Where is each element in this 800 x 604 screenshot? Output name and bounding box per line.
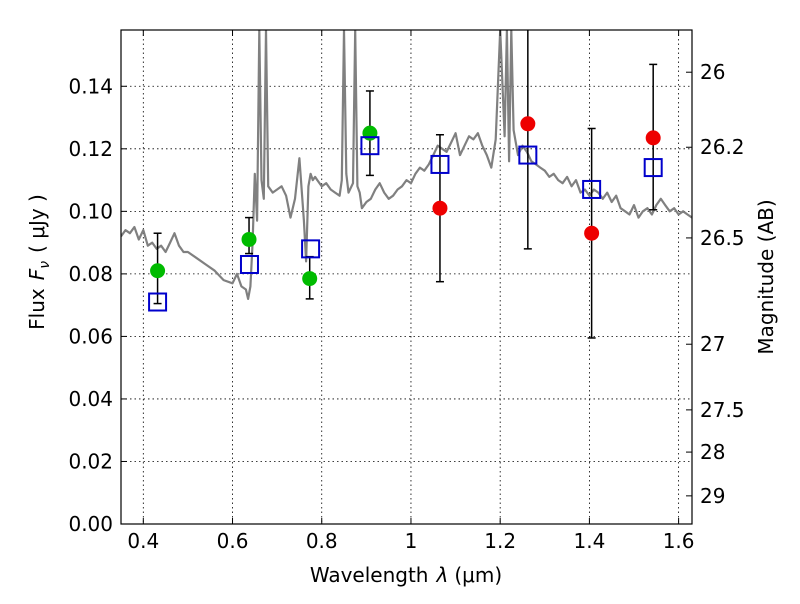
y2-tick-label: 27: [700, 332, 725, 356]
y2-tick-label: 26: [700, 60, 725, 84]
y-tick-label: 0.12: [68, 137, 113, 161]
x-tick-label: 0.4: [127, 529, 159, 553]
y2-tick-label: 28: [700, 440, 725, 464]
observed-red-point: [645, 130, 661, 146]
model-photometry-square: [430, 154, 450, 174]
x-tick-label: 1: [405, 529, 418, 553]
y-tick-label: 0.02: [68, 449, 113, 473]
x-tick-label: 1.6: [663, 529, 695, 553]
y-tick-label: 0.06: [68, 324, 113, 348]
observed-red-point: [584, 225, 600, 241]
x-tick-label: 0.8: [306, 529, 338, 553]
y2-tick-label: 26.2: [700, 135, 745, 159]
model-photometry-square: [518, 145, 538, 165]
model-photometry-square: [301, 239, 321, 259]
x-axis-label-symbol: λ: [436, 563, 449, 587]
observed-green-point: [241, 231, 257, 247]
observed-green-point: [302, 271, 318, 287]
grid: [121, 30, 692, 524]
plot-frame: [120, 29, 693, 525]
y2-axis-label: Magnitude (AB): [754, 199, 778, 354]
observed-red-point: [520, 116, 536, 132]
model-photometry-square: [582, 179, 602, 199]
x-tick-label: 0.6: [217, 529, 249, 553]
model-photometry-square: [148, 292, 168, 312]
observed-red-point: [432, 200, 448, 216]
y2-tick-label: 26.5: [700, 226, 745, 250]
y-tick-label: 0.14: [68, 74, 113, 98]
model-photometry-square: [239, 254, 259, 274]
y-axis-label: Flux Fν ( μJy ): [25, 194, 53, 330]
y-tick-label: 0.08: [68, 262, 113, 286]
y-tick-label: 0.10: [68, 199, 113, 223]
y-axis-label-symbol: F: [25, 268, 49, 280]
x-axis-label-unit: (μm): [454, 563, 502, 587]
model-photometry-square: [643, 158, 663, 178]
y-tick-label: 0.00: [68, 512, 113, 536]
x-tick-label: 1.2: [484, 529, 516, 553]
markers: [148, 30, 663, 339]
observed-green-point: [150, 263, 166, 279]
y-tick-label: 0.04: [68, 387, 113, 411]
y-axis-label-subscript: ν: [37, 261, 53, 269]
x-tick-label: 1.4: [573, 529, 605, 553]
x-axis-label: Wavelength λ (μm): [310, 563, 502, 587]
x-axis-label-prefix: Wavelength: [310, 563, 429, 587]
y2-tick-label: 27.5: [700, 398, 745, 422]
model-spectrum-line: [121, 30, 692, 300]
y-axis-label-unit: ( μJy ): [25, 194, 49, 253]
plot-area: [121, 30, 692, 300]
y2-tick-label: 29: [700, 484, 725, 508]
observed-green-point: [362, 125, 378, 141]
y-axis-label-prefix: Flux: [25, 288, 49, 330]
model-photometry-square: [360, 136, 380, 156]
ticks: 0.4 0.6 0.8 1 1.2 1.4 1.6 0.00 0.02 0.04 0.06 0.08 0…: [68, 30, 745, 553]
